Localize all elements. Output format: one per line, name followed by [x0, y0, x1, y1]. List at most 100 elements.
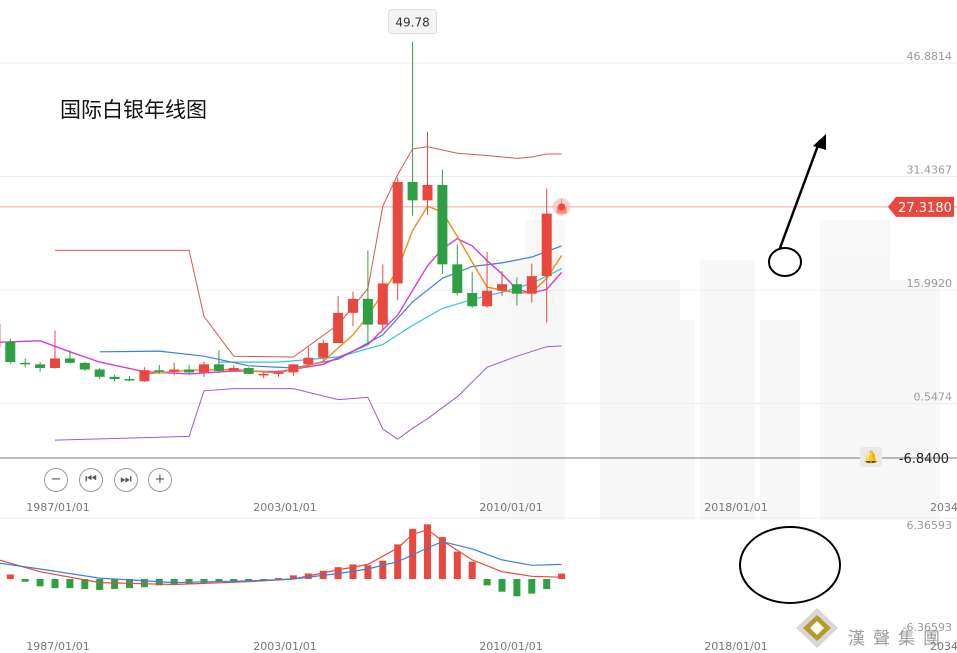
lower-band-line	[54, 345, 562, 441]
price-tick-label: 46.8814	[907, 50, 953, 63]
macd-bar	[140, 579, 148, 588]
max-label: 49.78	[395, 16, 429, 30]
candle-body	[139, 370, 150, 382]
candle-1995	[169, 362, 180, 376]
candle-body	[452, 264, 463, 294]
macd-tick-label: -6.36593	[903, 621, 952, 634]
candle-1986	[35, 362, 46, 372]
candle-2001	[258, 372, 269, 379]
candle-body	[467, 293, 478, 307]
candle-1992	[124, 376, 135, 382]
candle-body	[94, 369, 105, 377]
candle-2004	[303, 346, 314, 368]
candle-2019	[526, 263, 537, 303]
macd-pane	[6, 524, 566, 597]
macd-bar	[51, 579, 59, 589]
candle-1987	[50, 330, 60, 369]
current-price-tag	[888, 196, 954, 217]
candle-body	[228, 368, 239, 371]
price-tick-label: -6.8400	[899, 452, 949, 467]
candle-body	[243, 368, 254, 374]
candle-body	[5, 341, 16, 363]
macd-bar	[275, 578, 282, 580]
scroll-left-button[interactable]: ⏮	[79, 468, 103, 492]
zoom-in-button[interactable]: +	[148, 468, 172, 492]
macd-annotation-circle	[739, 526, 841, 604]
candle-2015	[467, 271, 478, 308]
macd-bar	[81, 579, 89, 590]
macd-bar	[364, 565, 372, 579]
candle-body	[64, 358, 75, 363]
zoom-out-button[interactable]: −	[44, 468, 68, 492]
macd-bar	[21, 579, 29, 582]
current-price-label: 27.3180	[898, 201, 952, 216]
candle-body	[422, 184, 433, 201]
macd-bar	[170, 579, 178, 585]
macd-bar	[111, 579, 119, 590]
price-tick-label: 0.5474	[914, 391, 953, 404]
macd-tick-label: 6.36593	[907, 519, 953, 532]
candle-2005	[318, 340, 329, 361]
candle-body	[362, 298, 373, 325]
macd-bar	[6, 574, 14, 579]
macd-bar	[558, 573, 566, 579]
candle-2014	[452, 244, 463, 296]
candle-body	[482, 290, 493, 307]
candle-body	[79, 362, 90, 370]
x-axis-label: 1987/01/01	[26, 640, 89, 653]
ma-mid-line	[0, 237, 563, 375]
candle-body	[348, 298, 358, 313]
candle-body	[303, 357, 314, 365]
candle-1996	[184, 365, 195, 374]
x-axis-label: 2018/01/01	[704, 501, 767, 514]
candle-body	[20, 362, 31, 365]
candle-1998	[213, 350, 224, 374]
candle-1988	[64, 350, 75, 364]
candle-1993	[139, 367, 150, 382]
macd-bar	[513, 579, 521, 597]
chart-title: 国际白银年线图	[60, 98, 207, 122]
candle-2006	[333, 295, 344, 344]
candle-2017	[497, 270, 507, 296]
background-building	[650, 320, 695, 520]
candle-body	[169, 369, 180, 372]
x-axis-label: 2018/01/01	[704, 640, 767, 653]
candle-2012	[422, 131, 433, 216]
price-grid	[0, 62, 957, 519]
candle-body	[109, 376, 120, 380]
ma-slow-line	[99, 245, 562, 369]
macd-bar	[424, 524, 431, 579]
macd-bar	[36, 579, 44, 587]
macd-bar	[200, 579, 208, 584]
candle-body	[213, 364, 224, 371]
candle-body	[407, 181, 418, 201]
candle-1985	[20, 358, 31, 368]
candle-1984	[5, 338, 16, 364]
annotation-arrow-head	[813, 134, 826, 150]
candle-body	[437, 184, 448, 265]
candle-1991	[109, 374, 120, 382]
candle-2020	[541, 188, 552, 323]
x-axis-label: 2003/01/01	[253, 501, 316, 514]
candle-body	[511, 284, 522, 294]
price-tick-label: 15.9920	[907, 277, 953, 290]
macd-bar	[409, 528, 417, 579]
candle-2018	[511, 277, 522, 306]
candle-2002	[273, 370, 284, 377]
candle-body	[497, 284, 507, 291]
bell-icon[interactable]: 🔔	[860, 447, 882, 467]
macd-bar	[543, 579, 551, 590]
scroll-right-button[interactable]: ⏭	[114, 468, 138, 492]
candle-2000	[243, 367, 254, 374]
background-building	[880, 280, 940, 520]
candle-body	[541, 213, 552, 277]
candle-body	[288, 364, 299, 373]
candle-2013	[437, 169, 448, 274]
macd-bar	[468, 561, 476, 579]
candle-2007	[348, 291, 358, 327]
candle-body	[50, 358, 60, 369]
x-axis-label: 2003/01/01	[253, 640, 316, 653]
macd-dea-line	[0, 540, 562, 584]
candle-2016	[482, 251, 493, 308]
